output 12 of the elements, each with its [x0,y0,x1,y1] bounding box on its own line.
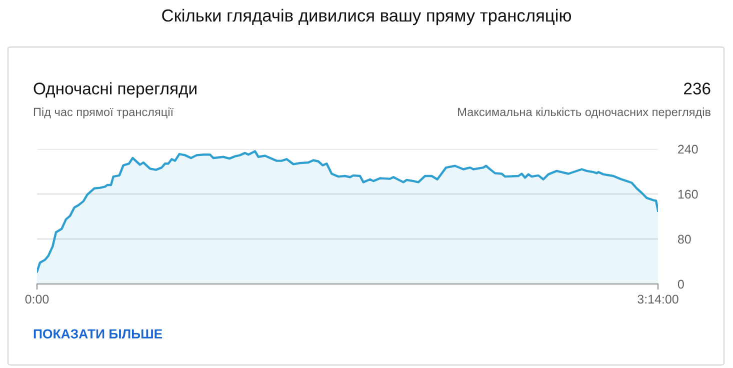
y-tick-label: 160 [678,190,698,199]
y-tick-label: 0 [678,280,684,289]
y-tick-label: 240 [678,144,698,154]
text: Під час прямої трансляції [34,108,174,118]
chart-title: Скільки глядачів дивилися вашу пряму трансляцію [162,8,572,26]
x-tick-label: 3:14:00 [638,294,678,304]
text: 236 [684,82,710,94]
text: ПОКАЗАТИ БІЛЬШЕ [34,329,162,339]
text: Максимальна кількість одночасних переглядів [458,108,710,118]
chart-subtitle: Одночасні перегляди [34,82,196,98]
x-tick-label: 0:00 [25,294,49,304]
y-tick-label: 80 [678,234,691,244]
